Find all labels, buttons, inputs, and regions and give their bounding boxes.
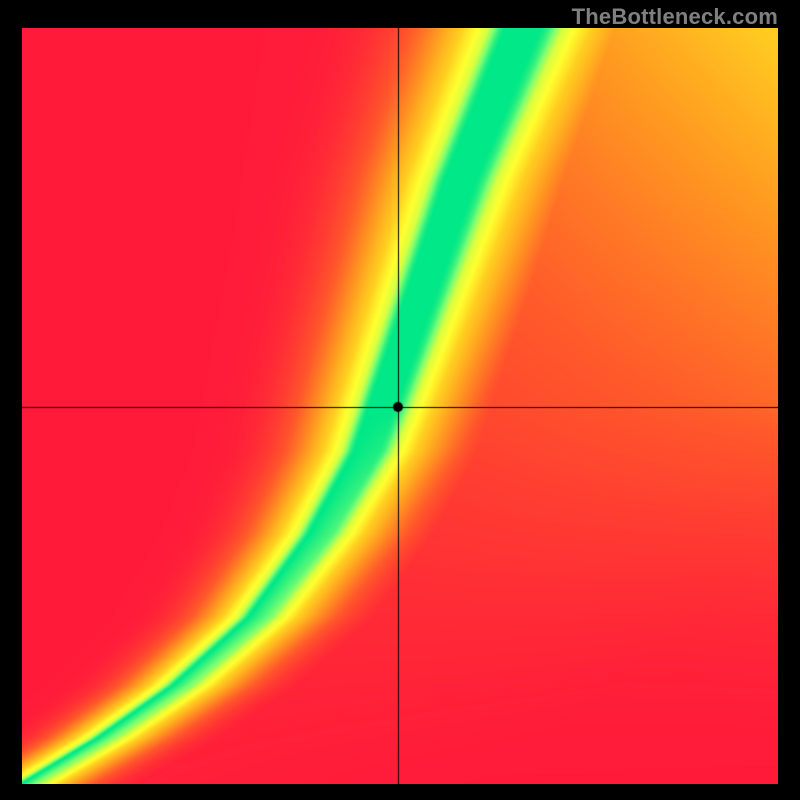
heatmap-chart <box>22 28 778 784</box>
heatmap-canvas <box>22 28 778 784</box>
watermark-text: TheBottleneck.com <box>572 4 778 30</box>
